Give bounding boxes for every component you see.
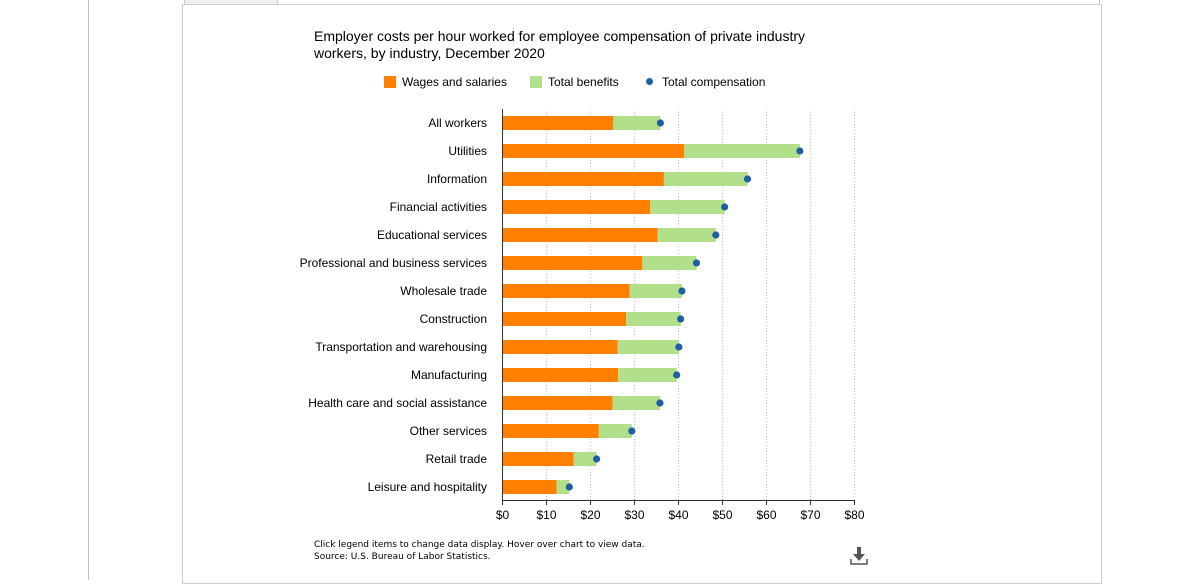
- bar-wages: [502, 116, 614, 130]
- legend-marker-total: [646, 78, 653, 85]
- bar-wages: [502, 256, 643, 270]
- bar-benefits: [650, 200, 725, 214]
- bar-benefits: [613, 116, 661, 130]
- bar-benefits: [663, 172, 748, 186]
- category-label: Wholesale trade: [400, 284, 487, 298]
- category-label: All workers: [428, 116, 487, 130]
- category-label: Transportation and warehousing: [315, 340, 487, 354]
- point-total-compensation: [656, 399, 664, 407]
- point-total-compensation: [678, 287, 686, 295]
- point-total-compensation: [712, 231, 720, 239]
- category-label: Financial activities: [390, 200, 487, 214]
- legend-label-total: Total compensation: [662, 75, 766, 89]
- bar-benefits: [642, 256, 697, 270]
- legend-swatch-benefits: [530, 76, 542, 88]
- point-total-compensation: [675, 343, 683, 351]
- point-total-compensation: [692, 259, 701, 267]
- category-label: Professional and business services: [300, 256, 487, 270]
- point-total-compensation: [743, 175, 752, 183]
- bar-wages: [502, 312, 627, 326]
- bar-wages: [502, 228, 658, 242]
- point-total-compensation: [565, 483, 573, 491]
- category-label: Information: [427, 172, 487, 186]
- category-label: Manufacturing: [411, 368, 487, 382]
- bar-wages: [502, 172, 664, 186]
- bar-benefits: [617, 340, 679, 354]
- x-tick-label: $20: [580, 508, 600, 522]
- category-label: Construction: [420, 312, 487, 326]
- x-tick-label: $60: [756, 508, 776, 522]
- legend-swatch-wages: [384, 76, 396, 88]
- x-tick-label: $40: [668, 508, 688, 522]
- x-tick-label: $10: [536, 508, 556, 522]
- bar-wages: [502, 424, 599, 438]
- bar-wages: [502, 452, 574, 466]
- category-label: Health care and social assistance: [308, 396, 487, 410]
- bar-benefits: [626, 312, 681, 326]
- bar-benefits: [612, 396, 660, 410]
- x-tick-label: $70: [800, 508, 820, 522]
- footnote-source: Source: U.S. Bureau of Labor Statistics.: [314, 552, 491, 562]
- category-label: Leisure and hospitality: [368, 480, 487, 494]
- point-total-compensation: [628, 427, 636, 435]
- bar-wages: [502, 200, 651, 214]
- bar-benefits: [598, 424, 632, 438]
- x-tick-label: $30: [624, 508, 644, 522]
- category-label: Retail trade: [426, 452, 488, 466]
- point-total-compensation: [677, 315, 685, 323]
- chart-plot[interactable]: All workers Utilities Information Financial…: [0, 0, 1192, 570]
- bar-wages: [502, 368, 619, 382]
- bar-benefits: [573, 452, 597, 466]
- x-tick-label: $0: [496, 508, 510, 522]
- point-total-compensation: [673, 371, 681, 379]
- point-total-compensation: [656, 119, 665, 127]
- bar-wages: [502, 144, 685, 158]
- legend-label-benefits: Total benefits: [548, 75, 619, 89]
- bar-benefits: [618, 368, 677, 382]
- bar-benefits: [657, 228, 716, 242]
- x-tick-label: $50: [712, 508, 732, 522]
- bar-wages: [502, 340, 618, 354]
- chart-footnote: Click legend items to change data displa…: [314, 539, 645, 563]
- footnote-instructions: Click legend items to change data displa…: [314, 540, 645, 550]
- legend-label-wages: Wages and salaries: [402, 75, 507, 89]
- bar-wages: [502, 396, 613, 410]
- point-total-compensation: [721, 203, 729, 211]
- bar-benefits: [556, 480, 570, 494]
- category-label: Utilities: [448, 144, 487, 158]
- point-total-compensation: [796, 147, 804, 155]
- download-icon[interactable]: [849, 546, 869, 566]
- point-total-compensation: [593, 455, 601, 463]
- chart-title: Employer costs per hour worked for emplo…: [314, 28, 806, 61]
- bar-benefits: [629, 284, 682, 298]
- bar-benefits: [684, 144, 800, 158]
- bar-wages: [502, 284, 630, 298]
- x-tick-label: $80: [844, 508, 864, 522]
- category-label: Educational services: [377, 228, 487, 242]
- category-label: Other services: [410, 424, 487, 438]
- bar-wages: [502, 480, 557, 494]
